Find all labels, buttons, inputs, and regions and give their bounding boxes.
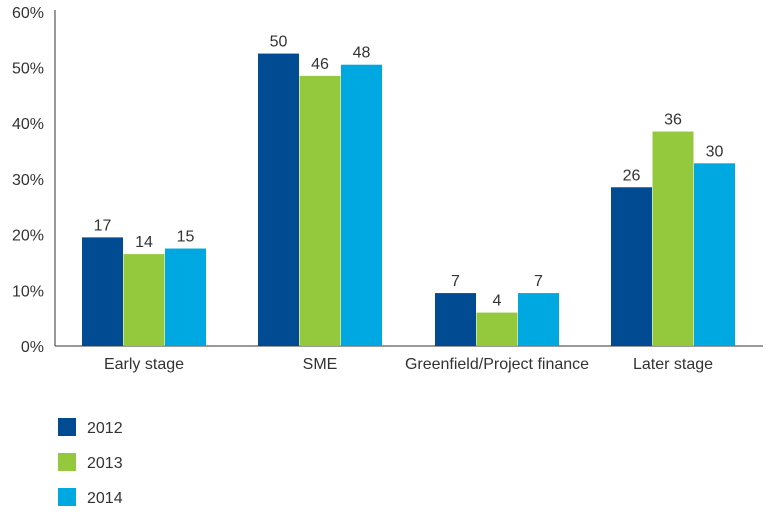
data-label-2014-2: 7 [534, 273, 543, 290]
data-labels: 17 50 7 26 14 46 4 36 15 48 7 30 [94, 34, 724, 310]
bars [82, 53, 735, 346]
category-label: Early stage [104, 356, 184, 373]
category-labels: Early stage SME Greenfield/Project finance… [104, 356, 713, 373]
y-tick-label: 40% [12, 116, 44, 133]
data-label-2012-2: 7 [451, 273, 460, 290]
data-label-2013-1: 46 [311, 56, 329, 73]
bar-2012-1 [258, 53, 299, 346]
data-label-2013-0: 14 [135, 234, 153, 251]
bar-2013-2 [476, 312, 518, 346]
legend-swatch-2014 [58, 488, 76, 506]
y-tick-label: 10% [12, 283, 44, 300]
data-label-2012-3: 26 [623, 167, 641, 184]
bar-2012-3 [611, 187, 652, 346]
y-tick-label: 60% [12, 5, 44, 22]
legend-label-2012: 2012 [87, 420, 123, 437]
legend: 2012 2013 2014 [58, 418, 123, 507]
bar-2012-0 [82, 237, 123, 346]
data-label-2013-2: 4 [493, 293, 502, 310]
bar-2014-3 [694, 163, 735, 346]
data-label-2014-1: 48 [353, 45, 371, 62]
category-label: Later stage [633, 356, 713, 373]
data-label-2014-3: 30 [706, 143, 724, 160]
y-tick-label: 20% [12, 228, 44, 245]
category-label: Greenfield/Project finance [405, 356, 589, 373]
data-label-2012-1: 50 [270, 34, 288, 51]
legend-label-2013: 2013 [87, 455, 123, 472]
category-label: SME [303, 356, 338, 373]
bar-2014-1 [341, 64, 382, 346]
y-axis-ticks: 0% 10% 20% 30% 40% 50% 60% [12, 5, 44, 356]
y-tick-label: 50% [12, 61, 44, 78]
bar-2013-3 [652, 131, 694, 346]
legend-swatch-2013 [58, 453, 76, 471]
legend-label-2014: 2014 [87, 490, 123, 507]
bar-2013-1 [299, 75, 341, 346]
bar-2014-2 [518, 293, 559, 346]
bar-2014-0 [165, 248, 206, 346]
data-label-2012-0: 17 [94, 217, 112, 234]
y-tick-label: 30% [12, 172, 44, 189]
y-tick-label: 0% [21, 339, 44, 356]
bar-2013-0 [123, 254, 165, 346]
legend-swatch-2012 [58, 418, 76, 436]
data-label-2013-3: 36 [664, 112, 682, 129]
bar-2012-2 [435, 293, 476, 346]
data-label-2014-0: 15 [177, 229, 195, 246]
